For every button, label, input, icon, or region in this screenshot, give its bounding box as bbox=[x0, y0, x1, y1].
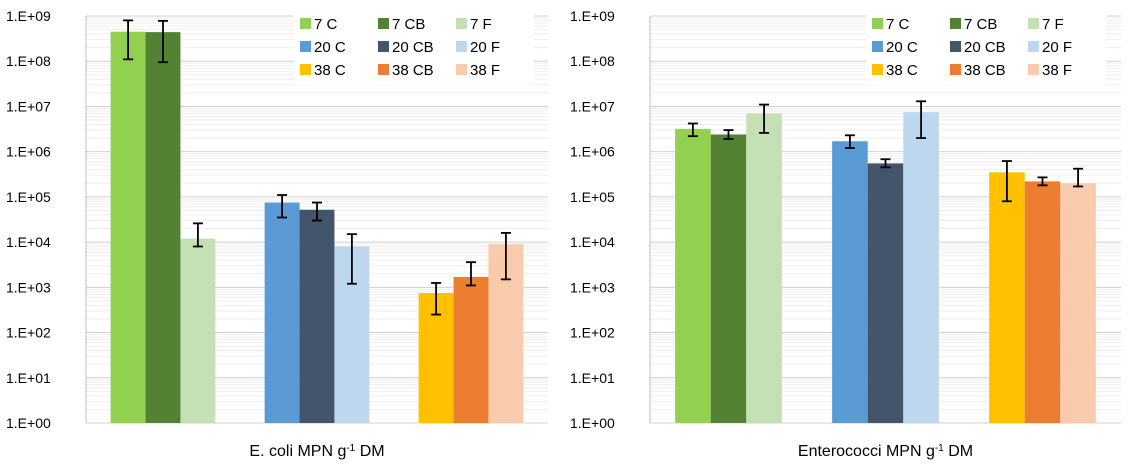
legend-swatch bbox=[300, 41, 311, 52]
bar bbox=[145, 32, 181, 423]
legend-label: 38 F bbox=[470, 62, 500, 79]
legend-swatch bbox=[1028, 41, 1039, 52]
legend-swatch bbox=[300, 64, 311, 75]
chart-panel-1: 1.E+00 1.E+01 1.E+02 1.E+03 1.E+04 1.E+05 1.E+… bbox=[6, 8, 548, 460]
bar bbox=[453, 276, 489, 423]
y-tick-label: 1.E+08 bbox=[570, 53, 615, 69]
legend-swatch bbox=[1028, 18, 1039, 29]
bar bbox=[989, 172, 1025, 423]
bar bbox=[1024, 181, 1061, 423]
bar bbox=[264, 202, 300, 423]
legend-box bbox=[294, 10, 534, 85]
legend-label: 38 C bbox=[314, 62, 346, 79]
legend-label: 7 C bbox=[886, 16, 910, 33]
bar bbox=[710, 134, 747, 424]
legend-swatch bbox=[456, 41, 467, 52]
legend-swatch bbox=[872, 64, 883, 75]
legend-swatch bbox=[950, 18, 961, 29]
legend-label: 20 CB bbox=[392, 39, 434, 56]
legend-swatch bbox=[300, 18, 311, 29]
y-tick-label: 1.E+02 bbox=[570, 325, 615, 341]
legend-label: 20 F bbox=[1042, 39, 1072, 56]
legend-swatch bbox=[1028, 64, 1039, 75]
y-tick-label: 1.E+07 bbox=[570, 98, 615, 114]
legend-swatch bbox=[378, 18, 389, 29]
legend-label: 20 C bbox=[886, 39, 918, 56]
bar bbox=[832, 141, 868, 424]
bar bbox=[746, 113, 782, 423]
legend-box bbox=[866, 10, 1106, 85]
bar bbox=[110, 31, 146, 424]
y-tick-label: 1.E+01 bbox=[6, 370, 51, 386]
legend-swatch bbox=[872, 18, 883, 29]
legend-label: 38 F bbox=[1042, 62, 1072, 79]
bar bbox=[867, 163, 904, 424]
y-tick-label: 1.E+03 bbox=[6, 279, 51, 295]
y-tick-label: 1.E+05 bbox=[6, 189, 51, 205]
bar bbox=[180, 238, 216, 423]
y-tick-label: 1.E+08 bbox=[6, 53, 51, 69]
y-tick-label: 1.E+04 bbox=[570, 234, 615, 250]
y-tick-label: 1.E+05 bbox=[570, 189, 615, 205]
y-tick-label: 1.E+04 bbox=[6, 234, 51, 250]
legend-label: 20 CB bbox=[964, 39, 1006, 56]
y-tick-label: 1.E+00 bbox=[570, 415, 615, 431]
legend-label: 7 F bbox=[470, 16, 492, 33]
y-tick-label: 1.E+00 bbox=[6, 415, 51, 431]
bar bbox=[1060, 183, 1096, 423]
legend-label: 20 F bbox=[470, 39, 500, 56]
x-axis-title: Enterococci MPN g-1 DM bbox=[798, 443, 973, 461]
bar bbox=[299, 209, 335, 423]
legend-label: 38 CB bbox=[392, 62, 434, 79]
bar bbox=[675, 128, 711, 423]
y-tick-label: 1.E+01 bbox=[570, 370, 615, 386]
legend-label: 38 C bbox=[886, 62, 918, 79]
legend-label: 20 C bbox=[314, 39, 346, 56]
legend-swatch bbox=[456, 64, 467, 75]
legend-label: 38 CB bbox=[964, 62, 1006, 79]
legend-label: 7 CB bbox=[392, 16, 425, 33]
y-tick-label: 1.E+06 bbox=[570, 144, 615, 160]
legend-label: 7 CB bbox=[964, 16, 997, 33]
y-tick-label: 1.E+03 bbox=[570, 279, 615, 295]
legend-label: 7 C bbox=[314, 16, 338, 33]
legend-label: 7 F bbox=[1042, 16, 1064, 33]
y-tick-label: 1.E+02 bbox=[6, 325, 51, 341]
legend-swatch bbox=[950, 64, 961, 75]
y-tick-label: 1.E+09 bbox=[6, 8, 51, 24]
legend-swatch bbox=[378, 64, 389, 75]
legend-swatch bbox=[872, 41, 883, 52]
chart-panel-2: 1.E+00 1.E+01 1.E+02 1.E+03 1.E+04 1.E+05 1.E+… bbox=[570, 8, 1121, 460]
legend-swatch bbox=[950, 41, 961, 52]
x-axis-title: E. coli MPN g-1 DM bbox=[249, 443, 384, 461]
y-tick-label: 1.E+07 bbox=[6, 98, 51, 114]
legend-swatch bbox=[456, 18, 467, 29]
bar bbox=[903, 112, 939, 423]
y-tick-label: 1.E+06 bbox=[6, 144, 51, 160]
y-tick-label: 1.E+09 bbox=[570, 8, 615, 24]
legend-swatch bbox=[378, 41, 389, 52]
